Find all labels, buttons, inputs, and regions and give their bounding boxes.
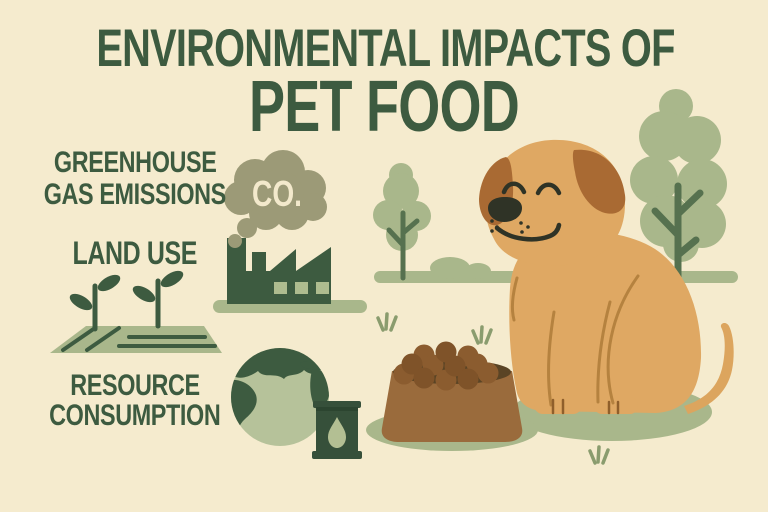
poster-title-line2: PET FOOD (0, 71, 768, 143)
label-greenhouse-gas-emissions: GREENHOUSE GAS EMISSIONS (4, 147, 266, 211)
label-land-use-text: LAND USE (72, 235, 198, 271)
grass-sprig-icon (376, 312, 398, 332)
tree-icon-right (630, 89, 727, 285)
label-resource-line1: RESOURCE (70, 369, 200, 402)
co2-smoke-cloud-icon (224, 150, 327, 248)
oil-drop (328, 417, 346, 448)
furrow-lines (61, 326, 217, 352)
grass-sprig-icon (588, 445, 610, 465)
dog-freckles (490, 219, 530, 234)
dog-ear-right (572, 149, 626, 214)
dog-toe-lines (551, 398, 620, 415)
label-resource-consumption: RESOURCE CONSUMPTION (4, 371, 266, 431)
poster-title-line1: ENVIRONMENTAL IMPACTS OF (0, 22, 768, 75)
dog-tail (684, 323, 734, 414)
label-greenhouse-line2: GAS EMISSIONS (43, 178, 227, 211)
label-greenhouse-line1: GREENHOUSE (53, 146, 217, 179)
factory-windows (274, 282, 329, 294)
co2-cloud-label-text: CO. (252, 173, 302, 214)
oil-barrel-icon (312, 401, 362, 459)
label-resource-line2: CONSUMPTION (49, 399, 221, 432)
dog-illustration (479, 139, 734, 415)
poster-title-line2-text: PET FOOD (248, 67, 520, 147)
field-with-sprouts-icon (50, 270, 222, 353)
grass-sprig-icon (471, 325, 493, 345)
sprout-icon (69, 270, 184, 332)
poster-title-line1-text: ENVIRONMENTAL IMPACTS OF (96, 19, 675, 78)
co2-cloud-label: CO. (237, 176, 317, 212)
dog-nose (488, 197, 522, 222)
food-bowl-icon (381, 341, 523, 442)
factory-icon (213, 238, 367, 313)
dog-smile (494, 222, 562, 242)
bush-icon (430, 257, 491, 279)
label-land-use: LAND USE (4, 237, 266, 269)
dog-paw-right (594, 397, 638, 414)
bowl-body (381, 371, 523, 442)
tree-icon-left (373, 163, 431, 281)
dog-eyes (501, 181, 562, 196)
dog-paw-left (534, 395, 582, 414)
kibble (393, 341, 499, 391)
dog-contour-lines (510, 274, 640, 407)
